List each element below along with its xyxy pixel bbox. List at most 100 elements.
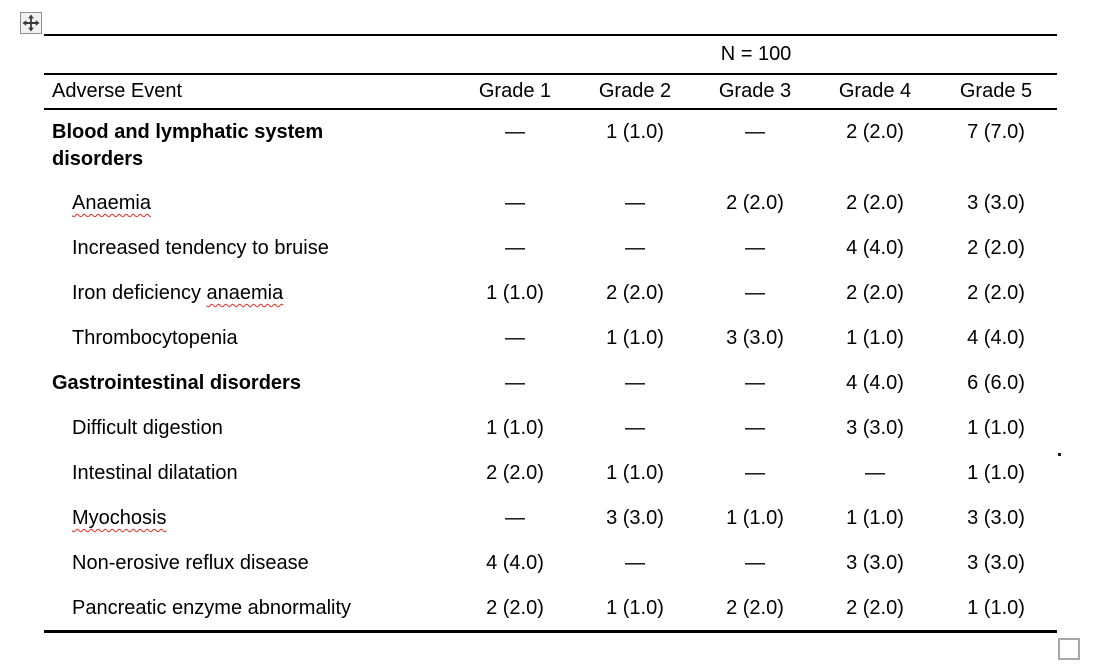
grade-value-cell[interactable]: 6 (6.0) xyxy=(967,372,1025,394)
table-row: Gastrointestinal disorders — — — 4 (4.0) 6 (6… xyxy=(44,361,1057,406)
adverse-event-label-cell[interactable]: Pancreatic enzyme abnormality xyxy=(44,586,455,631)
grade-value-cell[interactable]: — xyxy=(505,121,525,143)
grade-value-cell[interactable]: 4 (4.0) xyxy=(967,327,1025,349)
grade-value-cell[interactable]: 2 (2.0) xyxy=(846,192,904,214)
label-text: Intestinal dilatation xyxy=(72,462,238,484)
grade-value-cell[interactable]: — xyxy=(505,507,525,529)
grade-value-cell[interactable]: 2 (2.0) xyxy=(967,237,1025,259)
table-row: Difficult digestion 1 (1.0) — — 3 (3.0) 1 (1.… xyxy=(44,406,1057,451)
grade-value-cell[interactable]: 1 (1.0) xyxy=(967,417,1025,439)
grade-value-cell[interactable]: 1 (1.0) xyxy=(726,507,784,529)
grade-value-cell[interactable]: — xyxy=(625,237,645,259)
label-text: Gastrointestinal disorders xyxy=(52,372,301,394)
grade-value-cell[interactable]: — xyxy=(745,121,765,143)
grade-value-cell[interactable]: 1 (1.0) xyxy=(967,462,1025,484)
table-row: Myochosis — 3 (3.0) 1 (1.0) 1 (1.0) 3 (3.0) xyxy=(44,496,1057,541)
stray-mark xyxy=(1058,453,1061,456)
adverse-event-label-cell[interactable]: Non-erosive reflux disease xyxy=(44,541,455,586)
adverse-event-label-cell[interactable]: Intestinal dilatation xyxy=(44,451,455,496)
adverse-event-label-cell[interactable]: Gastrointestinal disorders xyxy=(44,361,455,406)
grade-value-cell[interactable]: — xyxy=(625,552,645,574)
grade-value-cell[interactable]: 3 (3.0) xyxy=(846,417,904,439)
grade-value-cell[interactable]: 1 (1.0) xyxy=(606,121,664,143)
grade-value-cell[interactable]: 4 (4.0) xyxy=(846,372,904,394)
adverse-event-column-header[interactable]: Adverse Event xyxy=(44,74,455,110)
grade-column-header[interactable]: Grade 4 xyxy=(815,74,935,110)
grade-value-cell[interactable]: 1 (1.0) xyxy=(606,597,664,619)
grade-value-cell[interactable]: — xyxy=(505,192,525,214)
grade-value-cell[interactable]: 1 (1.0) xyxy=(606,327,664,349)
grade-value-cell[interactable]: 1 (1.0) xyxy=(606,462,664,484)
adverse-events-table: N = 100 Adverse Event Grade 1 Grade 2 Grad… xyxy=(44,34,1058,633)
grade-column-header[interactable]: Grade 2 xyxy=(575,74,695,110)
label-text: Pancreatic enzyme abnormality xyxy=(72,597,352,619)
grade-column-header[interactable]: Grade 5 xyxy=(935,74,1058,110)
adverse-event-label: Intestinal dilatation xyxy=(72,460,402,487)
adverse-event-label: Anaemia xyxy=(72,190,402,217)
grade-value-cell[interactable]: — xyxy=(625,192,645,214)
grade-value-cell[interactable]: — xyxy=(505,237,525,259)
grade-value-cell[interactable]: 4 (4.0) xyxy=(846,237,904,259)
grade-value-cell[interactable]: 7 (7.0) xyxy=(967,121,1025,143)
grade-value-cell[interactable]: 3 (3.0) xyxy=(967,552,1025,574)
grade-value-cell[interactable]: — xyxy=(745,237,765,259)
table-row: Anaemia — — 2 (2.0) 2 (2.0) 3 (3.0) xyxy=(44,181,1057,226)
table-row: Intestinal dilatation 2 (2.0) 1 (1.0) — — 1 (… xyxy=(44,451,1057,496)
grade-value-cell[interactable]: 2 (2.0) xyxy=(846,282,904,304)
grade-value-cell[interactable]: — xyxy=(505,372,525,394)
table-row: Increased tendency to bruise — — — 4 (4.0) 2 … xyxy=(44,226,1057,271)
grade-value-cell[interactable]: 3 (3.0) xyxy=(846,552,904,574)
grade-value-cell[interactable]: 2 (2.0) xyxy=(846,597,904,619)
adverse-event-label-cell[interactable]: Iron deficiency anaemia xyxy=(44,271,455,316)
adverse-event-label-cell[interactable]: Thrombocytopenia xyxy=(44,316,455,361)
grade-value-cell[interactable]: 4 (4.0) xyxy=(486,552,544,574)
table-resize-handle[interactable] xyxy=(1058,638,1080,660)
grade-value-cell[interactable]: — xyxy=(745,372,765,394)
grade-value-cell[interactable]: 1 (1.0) xyxy=(846,507,904,529)
adverse-event-label-cell[interactable]: Increased tendency to bruise xyxy=(44,226,455,271)
grade-value-cell[interactable]: 1 (1.0) xyxy=(846,327,904,349)
grade-value-cell[interactable]: 2 (2.0) xyxy=(846,121,904,143)
grade-value-cell[interactable]: 1 (1.0) xyxy=(967,597,1025,619)
grade-value-cell[interactable]: 3 (3.0) xyxy=(606,507,664,529)
grade-value-cell[interactable]: — xyxy=(625,417,645,439)
n-total-header-row: N = 100 xyxy=(44,35,1058,75)
adverse-event-label: Myochosis xyxy=(72,505,402,532)
grade-value-cell[interactable]: — xyxy=(745,552,765,574)
grade-value-cell[interactable]: 3 (3.0) xyxy=(967,192,1025,214)
grade-value-cell[interactable]: — xyxy=(745,417,765,439)
n-total-header[interactable]: N = 100 xyxy=(455,35,1058,75)
grade-value-cell[interactable]: 2 (2.0) xyxy=(726,192,784,214)
table-row: Non-erosive reflux disease 4 (4.0) — — 3 (3.… xyxy=(44,541,1057,586)
column-header-row: Adverse Event Grade 1 Grade 2 Grade 3 Grade… xyxy=(44,74,1058,110)
table-row: Blood and lymphatic system disorders — 1 (… xyxy=(44,109,1057,181)
grade-value-cell[interactable]: — xyxy=(745,462,765,484)
adverse-event-label-cell[interactable]: Myochosis xyxy=(44,496,455,541)
table-move-handle[interactable] xyxy=(20,12,42,34)
adverse-event-label: Gastrointestinal disorders xyxy=(52,370,382,397)
adverse-event-label-cell[interactable]: Difficult digestion xyxy=(44,406,455,451)
grade-value-cell[interactable]: — xyxy=(745,282,765,304)
grade-value-cell[interactable]: 2 (2.0) xyxy=(486,597,544,619)
adverse-event-label-cell[interactable]: Blood and lymphatic system disorders xyxy=(44,109,455,181)
grade-value-cell[interactable]: 1 (1.0) xyxy=(486,417,544,439)
empty-header-cell[interactable] xyxy=(44,35,455,75)
label-text: Increased tendency to bruise xyxy=(72,237,329,259)
grade-value-cell[interactable]: — xyxy=(865,462,885,484)
grade-column-header[interactable]: Grade 3 xyxy=(695,74,815,110)
grade-value-cell[interactable]: 3 (3.0) xyxy=(726,327,784,349)
label-text: Thrombocytopenia xyxy=(72,327,238,349)
grade-value-cell[interactable]: 2 (2.0) xyxy=(726,597,784,619)
grade-value-cell[interactable]: 2 (2.0) xyxy=(606,282,664,304)
adverse-event-label-cell[interactable]: Anaemia xyxy=(44,181,455,226)
grade-value-cell[interactable]: 2 (2.0) xyxy=(967,282,1025,304)
grade-column-header[interactable]: Grade 1 xyxy=(455,74,575,110)
misspelled-word: anaemia xyxy=(206,282,284,304)
label-text: Blood and lymphatic system disorders xyxy=(52,121,324,170)
grade-value-cell[interactable]: 3 (3.0) xyxy=(967,507,1025,529)
grade-value-cell[interactable]: 1 (1.0) xyxy=(486,282,544,304)
grade-value-cell[interactable]: 2 (2.0) xyxy=(486,462,544,484)
label-text: Difficult digestion xyxy=(72,417,223,439)
grade-value-cell[interactable]: — xyxy=(505,327,525,349)
grade-value-cell[interactable]: — xyxy=(625,372,645,394)
